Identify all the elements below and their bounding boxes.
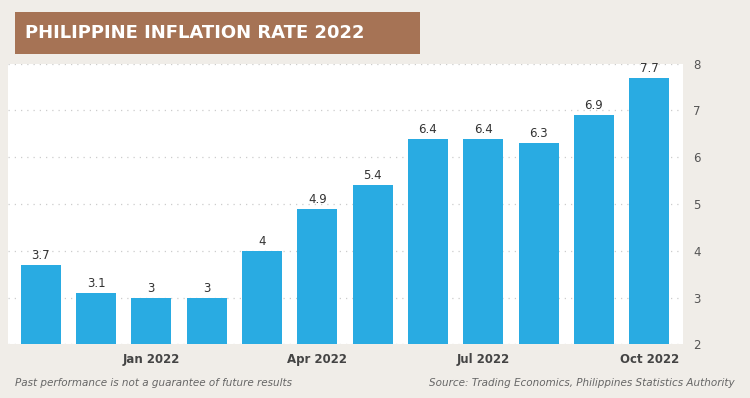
Text: 6.4: 6.4 — [474, 123, 493, 136]
Text: 6.9: 6.9 — [584, 100, 603, 112]
Bar — [464, 139, 503, 398]
Text: PHILIPPINE INFLATION RATE 2022: PHILIPPINE INFLATION RATE 2022 — [26, 24, 364, 42]
Bar — [519, 143, 559, 398]
Bar — [574, 115, 614, 398]
Text: 5.4: 5.4 — [363, 170, 382, 182]
Text: Past performance is not a guarantee of future results: Past performance is not a guarantee of f… — [15, 378, 292, 388]
Bar — [76, 293, 116, 398]
Text: 3.1: 3.1 — [87, 277, 105, 290]
Bar — [408, 139, 448, 398]
Text: 3.7: 3.7 — [32, 249, 50, 262]
Text: 7.7: 7.7 — [640, 62, 658, 75]
Bar — [131, 298, 171, 398]
Text: 6.3: 6.3 — [530, 127, 548, 140]
Bar — [629, 78, 669, 398]
Text: 3: 3 — [203, 282, 210, 295]
Text: 6.4: 6.4 — [419, 123, 437, 136]
Bar — [21, 265, 61, 398]
Text: Source: Trading Economics, Philippines Statistics Authority: Source: Trading Economics, Philippines S… — [429, 378, 735, 388]
Text: 3: 3 — [148, 282, 155, 295]
Text: 4.9: 4.9 — [308, 193, 327, 206]
Bar — [187, 298, 226, 398]
Bar — [298, 209, 338, 398]
Bar — [352, 185, 392, 398]
Bar — [242, 251, 282, 398]
Text: 4: 4 — [258, 235, 266, 248]
